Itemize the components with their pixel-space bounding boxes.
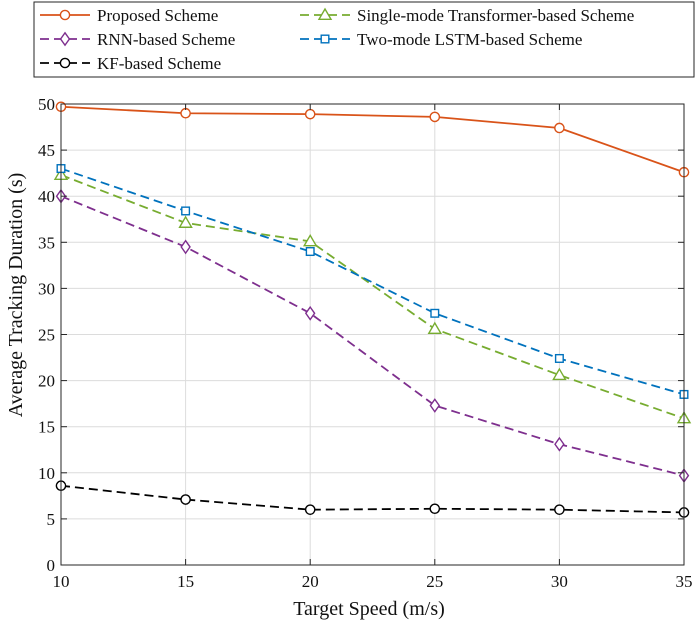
circle-marker — [59, 57, 71, 69]
series-0 — [55, 101, 690, 178]
series-layer — [53, 101, 692, 518]
y-tick-label: 45 — [38, 141, 55, 160]
legend-item: Proposed Scheme — [40, 6, 218, 25]
triangle-marker — [302, 233, 318, 247]
square-marker — [320, 34, 330, 44]
legend-box — [33, 1, 695, 78]
legend-item: Two-mode LSTM-based Scheme — [300, 30, 582, 49]
axis-ticks: 10 15 20 25 30 35 0 5 10 15 20 25 30 35 40 45 50 — [38, 95, 693, 591]
series-line — [60, 195, 685, 477]
triangle-marker — [427, 321, 443, 334]
y-tick-label: 50 — [38, 95, 55, 114]
y-tick-label: 5 — [47, 510, 56, 529]
y-tick-label: 10 — [38, 464, 55, 483]
square-marker — [554, 353, 564, 363]
legend-label: Two-mode LSTM-based Scheme — [357, 30, 582, 49]
y-tick-label: 0 — [47, 556, 56, 575]
x-tick-label: 35 — [676, 572, 693, 591]
legend-label: Single-mode Transformer-based Scheme — [357, 6, 634, 25]
legend-label: Proposed Scheme — [97, 6, 218, 25]
diamond-marker — [304, 305, 316, 321]
legend-item: Single-mode Transformer-based Scheme — [300, 6, 634, 25]
series-line — [60, 167, 685, 396]
circle-marker — [304, 504, 316, 515]
legend: Proposed Scheme Single-mode Transformer-b… — [33, 1, 695, 78]
y-tick-label: 15 — [38, 418, 55, 437]
legend-label: KF-based Scheme — [97, 54, 221, 73]
circle-marker — [59, 9, 71, 21]
diamond-marker — [59, 31, 71, 47]
y-tick-label: 40 — [38, 187, 55, 206]
legend-label: RNN-based Scheme — [97, 30, 235, 49]
circle-marker — [554, 122, 565, 134]
y-axis-title: Average Tracking Duration (s) — [5, 173, 27, 418]
circle-marker — [180, 494, 191, 505]
y-tick-label: 35 — [38, 233, 55, 252]
series-line — [60, 105, 685, 174]
square-marker — [305, 247, 315, 257]
series-1 — [53, 167, 692, 424]
triangle-marker — [552, 367, 567, 381]
series-line — [60, 484, 685, 514]
circle-marker — [554, 504, 565, 515]
diamond-marker — [429, 398, 441, 413]
series-3 — [56, 164, 689, 399]
circle-marker — [429, 503, 441, 515]
circle-marker — [304, 108, 316, 120]
x-tick-label: 10 — [53, 572, 70, 591]
y-tick-label: 20 — [38, 372, 55, 391]
y-tick-label: 30 — [38, 279, 55, 298]
grid-lines — [60, 103, 685, 566]
x-tick-label: 30 — [551, 572, 568, 591]
circle-marker — [429, 111, 441, 123]
triangle-marker — [178, 215, 193, 228]
triangle-marker — [317, 7, 333, 21]
x-tick-label: 25 — [426, 572, 443, 591]
diamond-marker — [554, 436, 565, 452]
series-line — [60, 174, 685, 420]
legend-item: RNN-based Scheme — [40, 30, 235, 49]
series-4 — [55, 480, 690, 518]
series-2 — [55, 188, 690, 483]
x-tick-label: 15 — [177, 572, 194, 591]
square-marker — [181, 206, 191, 216]
square-marker — [430, 308, 440, 318]
diamond-marker — [180, 239, 191, 255]
x-axis-title: Target Speed (m/s) — [293, 598, 445, 620]
legend-item: KF-based Scheme — [40, 54, 221, 73]
x-tick-label: 20 — [302, 572, 319, 591]
y-tick-label: 25 — [38, 326, 55, 345]
